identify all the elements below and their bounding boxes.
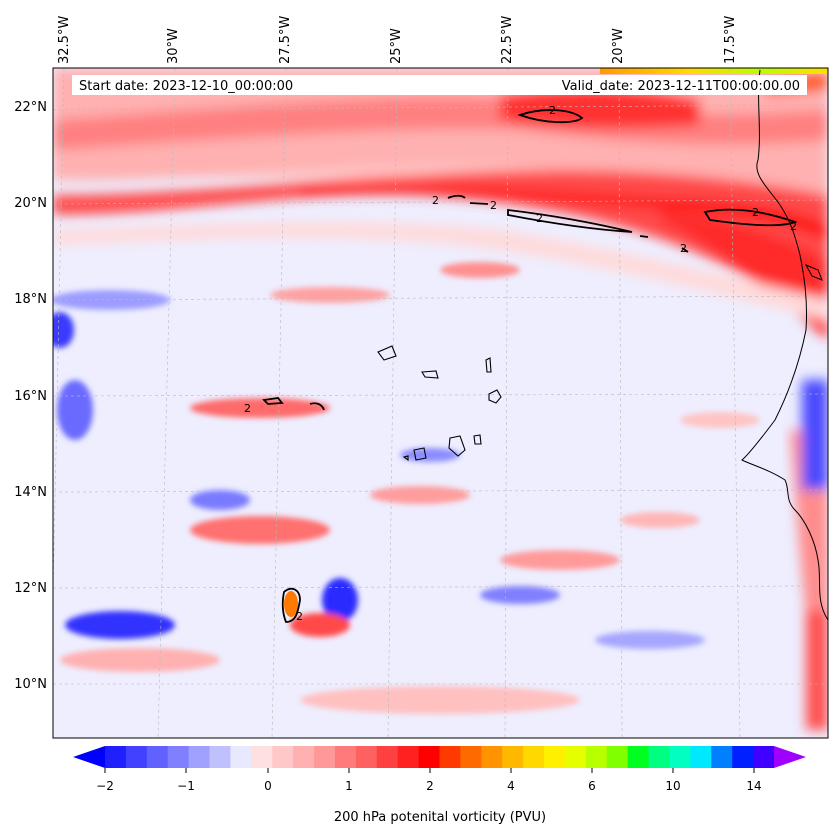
- start-date-label: Start date: 2023-12-10_00:00:00: [79, 79, 293, 94]
- lat-label: 12°N: [14, 581, 47, 596]
- colorbar-cell: [502, 746, 524, 768]
- colorbar-cell: [146, 746, 169, 768]
- contour-label: 2: [549, 104, 556, 117]
- pv-coastal-region: [790, 380, 828, 738]
- coastline: [741, 69, 828, 621]
- colorbar-tick-label: −1: [177, 779, 195, 793]
- colorbar-cell: [732, 746, 754, 768]
- colorbar-cell: [209, 746, 231, 768]
- colorbar-cell: [439, 746, 461, 768]
- colorbar-tick-label: 1: [345, 779, 353, 793]
- pv-2-contours: [262, 109, 798, 623]
- contour-label: 2: [790, 220, 797, 233]
- colorbar-cell: [606, 746, 629, 768]
- colorbar-cell: [481, 746, 503, 768]
- colorbar-cell: [523, 746, 545, 768]
- colorbar-title: 200 hPa potenital vorticity (PVU): [334, 810, 546, 825]
- colorbar-cell: [753, 746, 775, 768]
- colorbar-cell: [334, 746, 357, 768]
- colorbar-cell: [188, 746, 210, 768]
- colorbar-cell: [711, 746, 733, 768]
- lon-label: 20°W: [611, 28, 626, 64]
- colorbar-tick-label: 14: [746, 779, 761, 793]
- graticule: [53, 68, 828, 738]
- contour-label: 2: [296, 610, 303, 623]
- lat-label: 10°N: [14, 677, 47, 692]
- valid-date-label: Valid_date: 2023-12-11T00:00:00.00: [562, 79, 800, 94]
- lat-label: 14°N: [14, 485, 47, 500]
- lat-label: 16°N: [14, 389, 47, 404]
- pv-max-core: [284, 591, 298, 617]
- colorbar-cell: [105, 746, 127, 768]
- lat-label: 22°N: [14, 100, 47, 115]
- colorbar-cell: [397, 746, 419, 768]
- colorbar-cell: [376, 746, 399, 768]
- colorbar-cell: [564, 746, 587, 768]
- contour-label: 2: [680, 242, 687, 255]
- map-panel: 2 2 2 2 2 2 2 2 2 Start date: 2023-12-10…: [53, 68, 828, 738]
- contour-label: 2: [752, 206, 759, 219]
- contour-label: 2: [490, 199, 497, 212]
- contour-label: 2: [244, 402, 251, 415]
- colorbar-cell: [418, 746, 440, 768]
- map-frame: [52, 67, 829, 739]
- colorbar-cell: [293, 746, 315, 768]
- colorbar-min-extend: [73, 746, 105, 768]
- colorbar-cell: [272, 746, 294, 768]
- colorbar-cell: [585, 746, 608, 768]
- contour-label: 2: [536, 212, 543, 225]
- colorbar-cell: [627, 746, 649, 768]
- colorbar-cell: [355, 746, 378, 768]
- lat-label: 20°N: [14, 196, 47, 211]
- lon-label: 22.5°W: [500, 16, 515, 64]
- colorbar-ticks: −2 −1 0 1 2 4 6 10 14: [96, 768, 762, 793]
- colorbar-cell: [690, 746, 712, 768]
- colorbar-tick-label: 0: [264, 779, 272, 793]
- longitude-labels: 32.5°W 30°W 27.5°W 25°W 22.5°W 20°W 17.5…: [57, 16, 738, 64]
- colorbar-tick-label: 2: [426, 779, 434, 793]
- lon-label: 32.5°W: [57, 16, 72, 64]
- colorbar-cell: [648, 746, 670, 768]
- pv-high-band: [600, 68, 828, 74]
- lon-label: 17.5°W: [723, 16, 738, 64]
- colorbar-cell: [314, 746, 336, 768]
- colorbar-cells: [105, 746, 775, 768]
- cape-verde-islands: [377, 345, 502, 462]
- date-banner: [72, 75, 807, 95]
- colorbar-cell: [544, 746, 566, 768]
- colorbar-cell: [167, 746, 190, 768]
- colorbar-cell: [669, 746, 691, 768]
- colorbar-tick-label: 6: [588, 779, 596, 793]
- colorbar-cell: [230, 746, 252, 768]
- colorbar-cell: [125, 746, 148, 768]
- contour-label: 2: [432, 194, 439, 207]
- pv-2-contour-labels: 2 2 2 2 2 2 2 2 2: [244, 104, 797, 623]
- colorbar-cell: [460, 746, 482, 768]
- colorbar-tick-label: 4: [507, 779, 515, 793]
- lat-label: 18°N: [14, 292, 47, 307]
- colorbar-cell: [251, 746, 273, 768]
- lon-label: 27.5°W: [278, 16, 293, 64]
- latitude-labels: 22°N 20°N 18°N 16°N 14°N 12°N 10°N: [14, 100, 47, 692]
- colorbar: −2 −1 0 1 2 4 6 10 14 200 hPa potenital …: [73, 746, 806, 825]
- colorbar-tick-label: −2: [96, 779, 114, 793]
- lon-label: 30°W: [166, 28, 181, 64]
- colorbar-max-extend: [774, 746, 806, 768]
- lon-label: 25°W: [389, 28, 404, 64]
- colorbar-tick-label: 10: [665, 779, 680, 793]
